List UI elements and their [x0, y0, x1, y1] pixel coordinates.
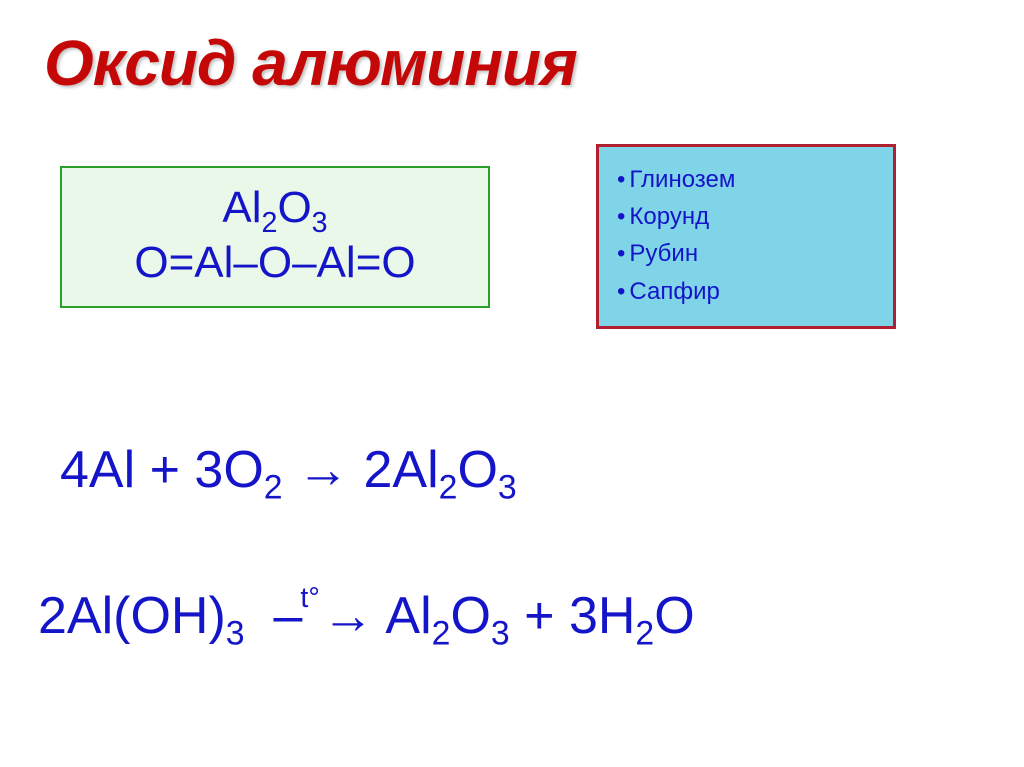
formula-line2: O=Al–O–Al=O	[82, 235, 468, 290]
slide-title: Оксид алюминия	[44, 26, 577, 100]
mineral-item: Глинозем	[617, 161, 875, 198]
mineral-item: Сапфир	[617, 273, 875, 310]
formula-line1: Al2O3	[82, 180, 468, 235]
formula-box: Al2O3 O=Al–O–Al=O	[60, 166, 490, 308]
mineral-item: Корунд	[617, 198, 875, 235]
equation-2: 2Al(OH)3 –t°→ Al2O3 + 3H2O	[38, 586, 695, 646]
minerals-box: Глинозем Корунд Рубин Сапфир	[596, 144, 896, 329]
mineral-item: Рубин	[617, 235, 875, 272]
equation-1: 4Al + 3O2 → 2Al2O3	[60, 440, 517, 500]
